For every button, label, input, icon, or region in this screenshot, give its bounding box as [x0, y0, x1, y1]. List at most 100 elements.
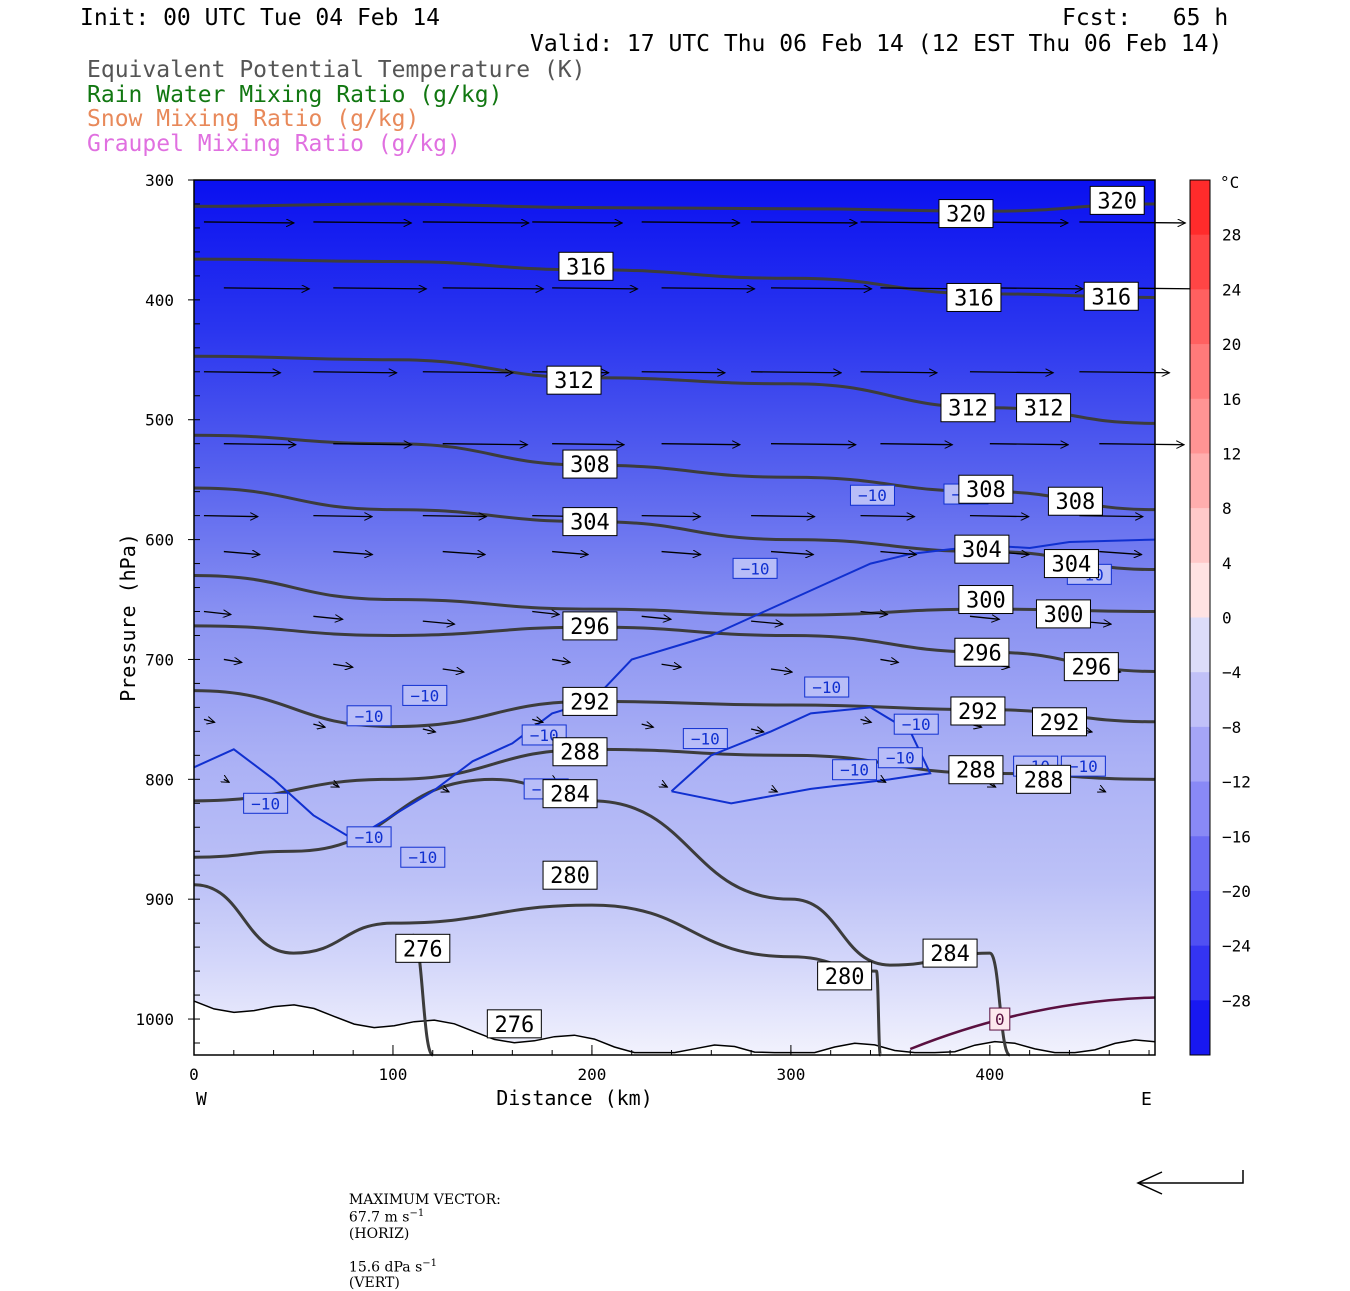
- wind-vector: [313, 516, 372, 517]
- wind-vector: [1099, 789, 1105, 792]
- colorbar-segment: [1190, 836, 1210, 892]
- theta-e-label-316: 316: [954, 286, 994, 311]
- wind-vector: [1099, 552, 1141, 555]
- wind-vector: [442, 444, 528, 445]
- wind-vector: [203, 719, 215, 722]
- theta-e-label-box: [958, 474, 1014, 504]
- wind-vector: [1079, 222, 1185, 223]
- wind-vector: [661, 664, 682, 667]
- theta-e-label-box: [817, 961, 873, 991]
- theta-e-label-292: 292: [570, 690, 610, 715]
- theta-e-label-312: 312: [554, 369, 594, 394]
- max-vector-horiz-exp: −1: [409, 1208, 425, 1219]
- theta-e-label-box: [938, 199, 994, 229]
- minus10-label: −10: [741, 559, 770, 578]
- theta-e-label-316: 316: [1091, 285, 1131, 310]
- wind-vector: [532, 612, 559, 615]
- theta-e-label-box: [562, 686, 618, 716]
- theta-e-label-304: 304: [962, 538, 1002, 563]
- wind-vector: [552, 552, 588, 555]
- wind-vector: [532, 222, 622, 223]
- wind-vector: [313, 724, 325, 727]
- max-vector-shaft: [1138, 1170, 1244, 1184]
- theta-e-label-292: 292: [958, 700, 998, 725]
- wind-vector: [442, 288, 544, 289]
- minus10-label-box: [346, 705, 392, 727]
- wind-vector: [880, 779, 885, 783]
- wind-vector: [1079, 516, 1143, 517]
- theta-e-label-304: 304: [1052, 553, 1092, 578]
- wind-vector: [333, 552, 372, 555]
- colorbar-tick-label: −28: [1222, 991, 1251, 1010]
- wind-vector: [333, 664, 353, 667]
- field-label-rain: Rain Water Mixing Ratio (g/kg): [87, 82, 503, 108]
- terrain-line: [193, 1000, 1156, 1054]
- wind-vector: [422, 372, 513, 373]
- field-label-snow: Snow Mixing Ratio (g/kg): [87, 106, 420, 132]
- wind-vector: [532, 719, 543, 722]
- wind-vector: [1099, 444, 1184, 445]
- colorbar-segment: [1190, 453, 1210, 509]
- wind-vector: [860, 612, 888, 615]
- wind-vector: [422, 729, 436, 732]
- wind-vector: [969, 372, 1053, 373]
- wind-vector: [223, 659, 242, 662]
- theta-e-label-box: [562, 449, 618, 479]
- wind-vector: [969, 516, 1029, 517]
- colorbar-segment: [1190, 617, 1210, 673]
- wind-vector: [771, 789, 777, 792]
- theta-e-label-308: 308: [1056, 490, 1096, 515]
- field-label-graupel: Graupel Mixing Ratio (g/kg): [87, 131, 461, 157]
- max-vector-head: [1136, 1171, 1163, 1195]
- colorbar-segment: [1190, 344, 1210, 400]
- theta-e-label-box: [1016, 764, 1072, 794]
- theta-e-label-box: [946, 282, 1002, 312]
- minus10-label: −10: [355, 828, 384, 847]
- minus10-label-box: [804, 676, 850, 698]
- colorbar-segment: [1190, 562, 1210, 618]
- minus10-label-box: [849, 484, 895, 506]
- theta-e-label-288: 288: [560, 741, 600, 766]
- wind-vector: [203, 222, 294, 223]
- theta-e-label-288: 288: [956, 759, 996, 784]
- theta-e-label-300: 300: [966, 589, 1006, 614]
- y-tick-label: 1000: [135, 1010, 174, 1029]
- wind-vector: [751, 621, 783, 624]
- theta-e-label-276: 276: [494, 1013, 534, 1038]
- minus10-label: −10: [691, 730, 720, 749]
- theta-e-label-box: [562, 611, 618, 641]
- x-tick-label: 200: [577, 1065, 606, 1084]
- max-vector-vert: 15.6 dPa s: [348, 1259, 423, 1276]
- minus10-label-box: [732, 557, 778, 579]
- colorbar-segment: [1190, 1000, 1210, 1056]
- colorbar-segment: [1190, 726, 1210, 783]
- minus10-label-box: [400, 846, 446, 868]
- theta-e-label-box: [562, 507, 618, 537]
- wind-vector: [422, 516, 487, 517]
- colorbar-tick-label: 8: [1222, 499, 1232, 518]
- y-tick-label: 400: [145, 291, 174, 310]
- colorbar-tick-label: 4: [1222, 554, 1232, 573]
- init-time: Init: 00 UTC Tue 04 Feb 14: [80, 5, 441, 31]
- wind-vector: [313, 372, 396, 373]
- plot-frame: [193, 179, 1156, 1056]
- colorbar-tick-label: 24: [1222, 280, 1241, 299]
- wind-vector: [770, 288, 872, 289]
- theta-e-labels: 320 320 316 316 316 312 312 312 308 308 308 304 304 3…: [395, 185, 1145, 1039]
- theta-e-label-276: 276: [403, 937, 443, 962]
- max-vector-text: MAXIMUM VECTOR: 67.7 m s−1 (HORIZ) 15.6 …: [340, 1176, 501, 1291]
- wind-vector: [641, 724, 654, 727]
- axes: 300 400 500 600 700 800 900 1000 0 100 200 300 400 W E…: [116, 171, 1156, 1110]
- max-vector-horiz-tag: (HORIZ): [348, 1225, 410, 1242]
- y-tick-label: 800: [145, 770, 174, 789]
- minus10-label: −10: [812, 678, 841, 697]
- wind-vector: [770, 444, 856, 445]
- wind-vector: [641, 222, 740, 223]
- wind-vector: [860, 372, 938, 373]
- wind-vector: [223, 552, 260, 555]
- wind-vector: [770, 552, 813, 555]
- cross-section-chart: −10−10−10−10−10−10−10−10−10−10−10−10 −10−…: [116, 171, 1251, 1195]
- wind-vector: [661, 288, 755, 289]
- minus10-label: −10: [408, 848, 437, 867]
- theta-e-label-box: [1047, 486, 1103, 516]
